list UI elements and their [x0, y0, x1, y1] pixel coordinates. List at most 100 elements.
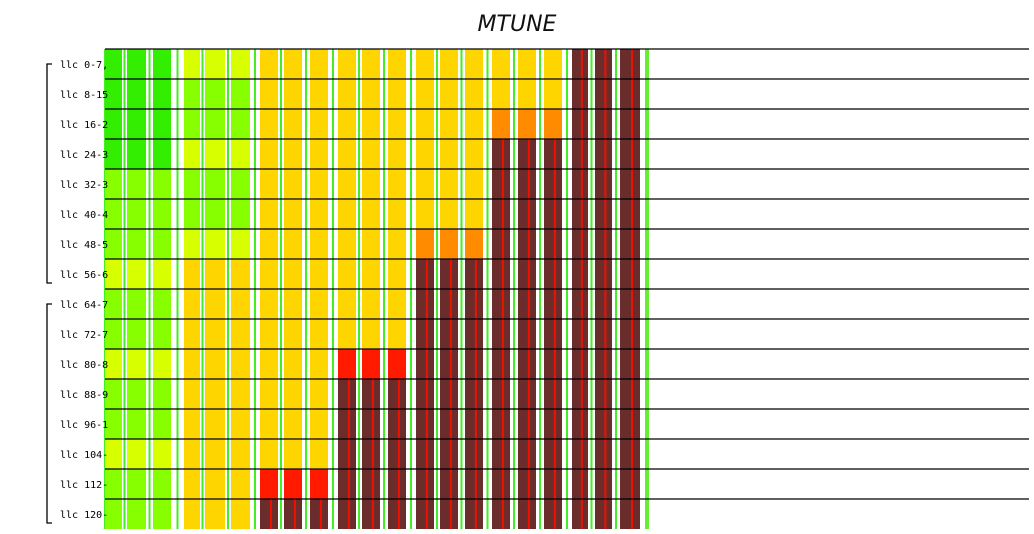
heatmap-cell [518, 229, 536, 259]
heatmap-cell [465, 169, 483, 199]
heatmap-cell [492, 439, 510, 469]
heatmap-cell-stripe [580, 169, 583, 199]
heatmap-cell [544, 109, 562, 139]
heatmap-cell [127, 109, 146, 139]
heatmap-cell [310, 79, 328, 109]
heatmap-cell [231, 379, 250, 409]
heatmap-cell-stripe [553, 439, 556, 469]
heatmap-cell [231, 469, 250, 499]
heatmap-cell [105, 379, 122, 409]
heatmap-cell [620, 469, 640, 499]
heatmap-cell [184, 469, 200, 499]
heatmap-cell [127, 49, 146, 79]
heatmap-cell [260, 229, 278, 259]
heatmap-cell-stripe [604, 229, 607, 259]
row-label: llc 24-3 [60, 150, 108, 161]
heatmap-cell [440, 319, 458, 349]
heatmap-cell [544, 289, 562, 319]
heatmap-cell [205, 79, 225, 109]
heatmap-cell-stripe [604, 349, 607, 379]
heatmap-cell [362, 199, 380, 229]
heatmap-cell-stripe [631, 229, 633, 259]
heatmap-cell [416, 469, 434, 499]
heatmap-cell-stripe [397, 439, 400, 469]
heatmap-cell [362, 469, 380, 499]
heatmap-cell [362, 409, 380, 439]
heatmap-cell [544, 499, 562, 529]
heatmap-cell [310, 469, 328, 499]
heatmap-cell [284, 79, 302, 109]
heatmap-cell [205, 499, 225, 529]
heatmap-cell [260, 49, 278, 79]
heatmap-cell-stripe [501, 469, 504, 499]
row-label: llc 72-7 [60, 330, 108, 341]
heatmap-cell-stripe [527, 469, 530, 499]
heatmap-cell [518, 139, 536, 169]
heatmap-cell [184, 49, 200, 79]
heatmap-cell [465, 49, 483, 79]
row-label: llc 8-15 [60, 90, 108, 101]
heatmap-cell [572, 79, 588, 109]
heatmap-cell [205, 349, 225, 379]
heatmap-cell [388, 349, 406, 379]
heatmap-cell-stripe [449, 349, 452, 379]
heatmap-cell [310, 349, 328, 379]
heatmap-cell [544, 169, 562, 199]
heatmap-cell [362, 319, 380, 349]
heatmap-cell [492, 79, 510, 109]
heatmap-cell [310, 409, 328, 439]
heatmap-cell [362, 79, 380, 109]
heatmap-cell-stripe [501, 379, 504, 409]
heatmap-cell-stripe [580, 379, 583, 409]
heatmap-cell [153, 289, 171, 319]
heatmap-cell [338, 289, 356, 319]
heatmap-cell-stripe [449, 289, 452, 319]
heatmap-cell [465, 499, 483, 529]
heatmap-cell [440, 289, 458, 319]
heatmap-cell [465, 109, 483, 139]
heatmap-cell [338, 169, 356, 199]
heatmap-cell-stripe [397, 469, 400, 499]
heatmap-cell-stripe [293, 499, 296, 529]
heatmap-cell [105, 169, 122, 199]
heatmap-cell-stripe [604, 199, 607, 229]
heatmap-cell [388, 289, 406, 319]
heatmap-cell [544, 349, 562, 379]
heatmap-cell [153, 349, 171, 379]
heatmap-cell [310, 319, 328, 349]
heatmap-cell [572, 349, 588, 379]
heatmap-cell [205, 199, 225, 229]
heatmap-cell [492, 319, 510, 349]
heatmap-cell-stripe [631, 499, 633, 529]
heatmap-cell-stripe [580, 349, 583, 379]
heatmap-cell-stripe [425, 469, 428, 499]
heatmap-cell-stripe [347, 439, 350, 469]
heatmap-cell [338, 379, 356, 409]
heatmap-cell [544, 379, 562, 409]
heatmap-cell [518, 349, 536, 379]
heatmap-cell [572, 439, 588, 469]
heatmap-cell [465, 319, 483, 349]
heatmap-cell [260, 79, 278, 109]
heatmap-cell [388, 49, 406, 79]
heatmap-cell [338, 49, 356, 79]
heatmap-cell [153, 409, 171, 439]
heatmap-cell [544, 259, 562, 289]
heatmap-cell [184, 439, 200, 469]
heatmap-cell [105, 319, 122, 349]
heatmap-cell [595, 259, 612, 289]
heatmap-cell [310, 109, 328, 139]
heatmap-cell [231, 439, 250, 469]
heatmap-cell-stripe [580, 79, 583, 109]
heatmap-cell [518, 49, 536, 79]
heatmap-cell [184, 259, 200, 289]
heatmap-cell [362, 499, 380, 529]
heatmap-cell-stripe [527, 259, 530, 289]
heatmap-cell [105, 439, 122, 469]
heatmap-cell-stripe [449, 319, 452, 349]
heatmap-cell-stripe [425, 439, 428, 469]
heatmap-cell [338, 109, 356, 139]
row-label: llc 112- [60, 480, 108, 491]
heatmap-cell-stripe [580, 199, 583, 229]
heatmap-cell [572, 109, 588, 139]
